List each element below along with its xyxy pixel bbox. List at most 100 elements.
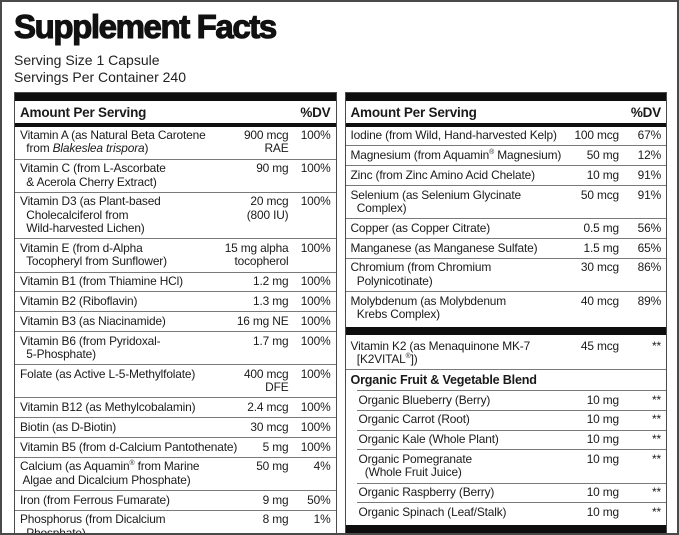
nutrient-name: Vitamin K2 (as Menaquinone MK-7 [K2VITAL… <box>350 338 531 367</box>
nutrient-dv: ** <box>652 412 661 427</box>
nutrient-amount: 900 mcg RAE <box>243 128 289 156</box>
table-row: Vitamin B5 (from d-Calcium Pantothenate)… <box>15 437 336 457</box>
table-row: Manganese (as Manganese Sulfate) 1.5 mg 65… <box>345 238 666 258</box>
nutrient-name: Biotin (as D-Biotin) <box>20 419 117 434</box>
nutrient-name: Organic Kale (Whole Plant) <box>358 432 499 447</box>
nutrient-amount: 50 mcg <box>580 187 619 202</box>
nutrient-amount: 15 mg alpha tocopherol <box>224 240 289 269</box>
thick-bar-header <box>345 122 666 127</box>
table-row: Organic Blueberry (Berry) 10 mg ** <box>356 390 666 410</box>
column-header-right: Amount Per Serving %DV <box>346 101 667 123</box>
facts-column-right: Amount Per Serving %DV Iodine (from Wild… <box>344 91 667 533</box>
nutrient-dv: 56% <box>637 220 662 235</box>
amount-header-label: Amount Per Serving <box>20 104 147 120</box>
table-row: Vitamin B6 (from Pyridoxal- 5-Phosphate)… <box>15 331 336 364</box>
nutrient-dv: 100% <box>300 313 331 328</box>
nutrient-name: Magnesium (from Aquamin® Magnesium) <box>350 147 562 162</box>
nutrient-dv: 100% <box>300 399 331 414</box>
nutrient-name: Vitamin D3 (as Plant-based Cholecalcifer… <box>20 194 161 236</box>
nutrient-dv: 100% <box>300 161 331 176</box>
nutrient-amount: 8 mg <box>262 512 289 527</box>
nutrient-name: Manganese (as Manganese Sulfate) <box>350 240 538 255</box>
nutrient-amount: 1.7 mg <box>253 333 289 348</box>
nutrient-amount: 10 mg <box>586 432 619 447</box>
nutrient-dv: ** <box>652 392 661 407</box>
nutrient-name: Vitamin B6 (from Pyridoxal- 5-Phosphate) <box>20 333 161 361</box>
table-row: Organic Pomegranate (Whole Fruit Juice) 1… <box>356 449 666 482</box>
nutrient-amount: 1.3 mg <box>253 293 289 308</box>
nutrient-name: Organic Carrot (Root) <box>358 412 470 427</box>
thick-bar-top <box>345 92 666 101</box>
table-row: Organic Spinach (Leaf/Stalk) 10 mg ** <box>356 502 666 522</box>
table-row: Organic Raspberry (Berry) 10 mg ** <box>356 482 666 503</box>
nutrient-table-left: Vitamin A (as Natural Beta Carotene from… <box>15 127 336 533</box>
nutrient-name: Organic Pomegranate (Whole Fruit Juice) <box>358 451 473 480</box>
nutrient-name: Vitamin B12 (as Methylcobalamin) <box>20 399 196 414</box>
nutrient-dv: 100% <box>300 439 331 454</box>
nutrient-table-right: Iodine (from Wild, Hand-harvested Kelp) 1… <box>345 127 667 533</box>
table-row: Magnesium (from Aquamin® Magnesium) 50 mg… <box>345 145 666 165</box>
nutrient-dv: ** <box>652 451 661 466</box>
nutrient-amount: 50 mg <box>586 147 619 162</box>
nutrient-dv: ** <box>652 338 661 353</box>
table-row: Molybdenum (as Molybdenum Krebs Complex)… <box>345 291 666 324</box>
nutrient-name: Organic Blueberry (Berry) <box>358 392 491 407</box>
nutrient-amount: 45 mcg <box>580 338 619 353</box>
nutrient-dv: 100% <box>300 293 331 308</box>
table-row: Vitamin B12 (as Methylcobalamin) 2.4 mcg 1… <box>15 397 336 417</box>
table-row: Organic Kale (Whole Plant) 10 mg ** <box>356 429 666 450</box>
column-header-left: Amount Per Serving %DV <box>15 101 336 123</box>
nutrient-dv: 100% <box>300 419 331 434</box>
nutrient-name: Iron (from Ferrous Fumarate) <box>20 492 170 507</box>
table-row: Vitamin B2 (Riboflavin) 1.3 mg 100% <box>15 291 336 311</box>
table-row: Vitamin K2 (as Menaquinone MK-7 [K2VITAL… <box>346 337 667 369</box>
nutrient-name: Copper (as Copper Citrate) <box>350 220 491 235</box>
nutrient-name: Vitamin E (from d-Alpha Tocopheryl from … <box>20 240 167 269</box>
nutrient-dv: 100% <box>300 128 331 143</box>
nutrient-name: Molybdenum (as Molybdenum Krebs Complex) <box>350 293 507 321</box>
table-row: Selenium (as Selenium Glycinate Complex)… <box>345 185 666 218</box>
nutrient-dv: 50% <box>307 492 331 507</box>
nutrient-amount: 10 mg <box>586 167 619 182</box>
nutrient-amount: 9 mg <box>262 492 289 507</box>
facts-column-left: Amount Per Serving %DV Vitamin A (as Nat… <box>14 91 337 533</box>
table-row: Vitamin B1 (from Thiamine HCl) 1.2 mg 100% <box>15 271 336 292</box>
nutrient-dv: 1% <box>313 512 331 527</box>
nutrient-amount: 10 mg <box>586 485 619 500</box>
table-row: Biotin (as D-Biotin) 30 mcg 100% <box>15 417 336 437</box>
table-row: Organic Carrot (Root) 10 mg ** <box>356 409 666 430</box>
thick-bar-top <box>15 92 336 101</box>
table-row: Vitamin B3 (as Niacinamide) 16 mg NE 100% <box>15 311 336 331</box>
nutrient-amount: 2.4 mcg <box>247 399 289 414</box>
nutrient-amount: 20 mcg (800 IU) <box>246 194 289 222</box>
table-row: Zinc (from Zinc Amino Acid Chelate) 10 mg… <box>345 165 666 185</box>
table-row: Vitamin C (from L-Ascorbate & Acerola Ch… <box>15 158 336 192</box>
table-row: Vitamin A (as Natural Beta Carotene from… <box>15 127 336 159</box>
nutrient-dv: 100% <box>300 274 331 289</box>
servings-per-container: Servings Per Container 240 <box>14 69 186 86</box>
nutrient-name: Calcium (as Aquamin® from Marine Algae a… <box>20 459 200 487</box>
thick-divider <box>345 525 666 533</box>
table-row: Folate (as Active L-5-Methylfolate) 400 m… <box>15 364 336 397</box>
nutrient-amount: 1.5 mg <box>583 240 620 255</box>
nutrient-amount: 50 mg <box>256 459 289 474</box>
thick-divider <box>345 327 666 336</box>
nutrient-amount: 90 mg <box>256 161 289 176</box>
nutrient-name: Zinc (from Zinc Amino Acid Chelate) <box>350 167 536 182</box>
table-row: Iodine (from Wild, Hand-harvested Kelp) 1… <box>346 127 667 146</box>
nutrient-dv: 91% <box>637 187 662 202</box>
nutrient-dv: 67% <box>637 128 662 143</box>
nutrient-amount: 10 mg <box>586 451 619 466</box>
nutrient-amount: 10 mg <box>586 392 619 407</box>
nutrient-dv: 100% <box>300 240 331 255</box>
table-row: Iron (from Ferrous Fumarate) 9 mg 50% <box>15 490 336 510</box>
amount-header-label: Amount Per Serving <box>350 104 477 120</box>
nutrient-name: Vitamin B2 (Riboflavin) <box>20 293 138 308</box>
nutrient-dv: 65% <box>637 240 662 255</box>
nutrient-amount: 10 mg <box>586 412 619 427</box>
table-row: Copper (as Copper Citrate) 0.5 mg 56% <box>345 218 666 238</box>
section-title: Organic Fruit & Vegetable Blend <box>350 372 537 387</box>
nutrient-dv: ** <box>652 432 661 447</box>
nutrient-dv: 100% <box>300 333 331 348</box>
